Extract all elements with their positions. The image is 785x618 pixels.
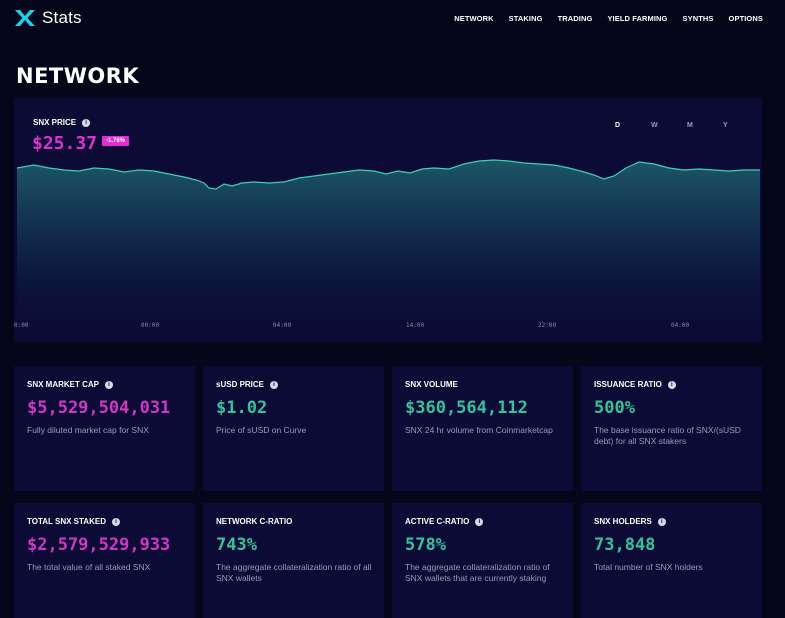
card-description: Total number of SNX holders	[594, 562, 703, 572]
nav-network[interactable]: NETWORK	[454, 14, 494, 23]
page-title: NETWORK	[16, 64, 140, 88]
card-title: ACTIVE C-RATIO	[405, 517, 470, 526]
stat-card-snx-holders: SNX HOLDERS i 73,848 Total number of SNX …	[581, 503, 762, 618]
price-change-badge: -1.76%	[102, 136, 130, 146]
card-title: TOTAL SNX STAKED	[27, 517, 106, 526]
card-title: ISSUANCE RATIO	[594, 380, 662, 389]
info-icon[interactable]: i	[105, 380, 114, 389]
app-logo[interactable]: Stats	[14, 8, 82, 28]
period-month[interactable]: M	[687, 122, 693, 129]
card-title: NETWORK C-RATIO	[216, 517, 293, 526]
stat-card-issuance-ratio: ISSUANCE RATIO i 500% The base issuance r…	[581, 366, 762, 491]
card-value: $360,564,112	[405, 398, 528, 418]
card-description: The aggregate collateralization ratio of…	[216, 562, 372, 583]
stat-card-susd-price: sUSD PRICE i $1.02 Price of sUSD on Curve	[203, 366, 384, 491]
nav-yield-farming[interactable]: YIELD FARMING	[607, 14, 668, 23]
card-title: SNX MARKET CAP	[27, 380, 100, 389]
info-icon[interactable]: i	[111, 517, 120, 526]
top-nav: NETWORK STAKING TRADING YIELD FARMING SY…	[454, 14, 763, 23]
app-name: Stats	[42, 8, 82, 27]
x-tick-label: 14:00	[406, 322, 425, 329]
card-value: 578%	[405, 535, 446, 555]
card-value: $1.02	[216, 398, 268, 418]
stat-card-snx-volume: SNX VOLUME $360,564,112 SNX 24 hr volume…	[392, 366, 573, 491]
period-year[interactable]: Y	[723, 122, 728, 129]
info-icon[interactable]: i	[270, 380, 279, 389]
synthetix-logo-icon	[15, 10, 35, 26]
card-value: 500%	[594, 398, 635, 418]
card-title: sUSD PRICE	[216, 380, 265, 389]
stat-card-network-c-ratio: NETWORK C-RATIO 743% The aggregate colla…	[203, 503, 384, 618]
price-chart-panel: SNX PRICE i $25.37 -1.76% D W M Y 0:00 0…	[14, 98, 762, 342]
period-selector: D W M Y	[615, 122, 759, 129]
price-area	[17, 160, 760, 342]
price-line	[16, 159, 760, 190]
info-icon[interactable]: i	[667, 380, 676, 389]
stat-card-snx-market-cap: SNX MARKET CAP i $5,529,504,031 Fully dil…	[14, 366, 195, 491]
card-description: The total value of all staked SNX	[27, 562, 151, 572]
snx-price-label: SNX PRICE	[33, 118, 77, 127]
card-description: Fully diluted market cap for SNX	[27, 425, 149, 435]
nav-trading[interactable]: TRADING	[557, 14, 593, 23]
x-tick-label: 04:00	[273, 322, 292, 329]
card-title: SNX HOLDERS	[594, 517, 652, 526]
card-value: 73,848	[594, 535, 656, 555]
stat-card-active-c-ratio: ACTIVE C-RATIO i 578% The aggregate colla…	[392, 503, 573, 618]
nav-synths[interactable]: SYNTHS	[682, 14, 714, 23]
card-description: The aggregate collateralization ratio of…	[405, 562, 550, 583]
card-title: SNX VOLUME	[405, 380, 458, 389]
card-description: SNX 24 hr volume from Coinmarketcap	[405, 425, 553, 435]
nav-options[interactable]: OPTIONS	[728, 14, 763, 23]
snx-price-value: $25.37	[32, 133, 98, 154]
x-tick-label: 0:00	[14, 322, 29, 329]
nav-staking[interactable]: STAKING	[508, 14, 543, 23]
period-week[interactable]: W	[651, 122, 658, 129]
stat-card-total-snx-staked: TOTAL SNX STAKED i $2,579,529,933 The tot…	[14, 503, 195, 618]
info-icon[interactable]: i	[475, 517, 484, 526]
x-tick-label: 00:00	[141, 322, 160, 329]
card-value: $5,529,504,031	[27, 398, 171, 418]
period-day[interactable]: D	[615, 122, 621, 129]
card-description: Price of sUSD on Curve	[216, 425, 307, 435]
card-description: The base issuance ratio of SNX/(sUSD deb…	[594, 425, 741, 446]
price-chart[interactable]	[14, 98, 762, 342]
x-tick-label: 04:00	[671, 322, 690, 329]
card-value: 743%	[216, 535, 257, 555]
info-icon[interactable]: i	[657, 517, 666, 526]
card-value: $2,579,529,933	[27, 535, 171, 555]
info-icon[interactable]: i	[82, 118, 91, 127]
x-tick-label: 22:00	[538, 322, 557, 329]
